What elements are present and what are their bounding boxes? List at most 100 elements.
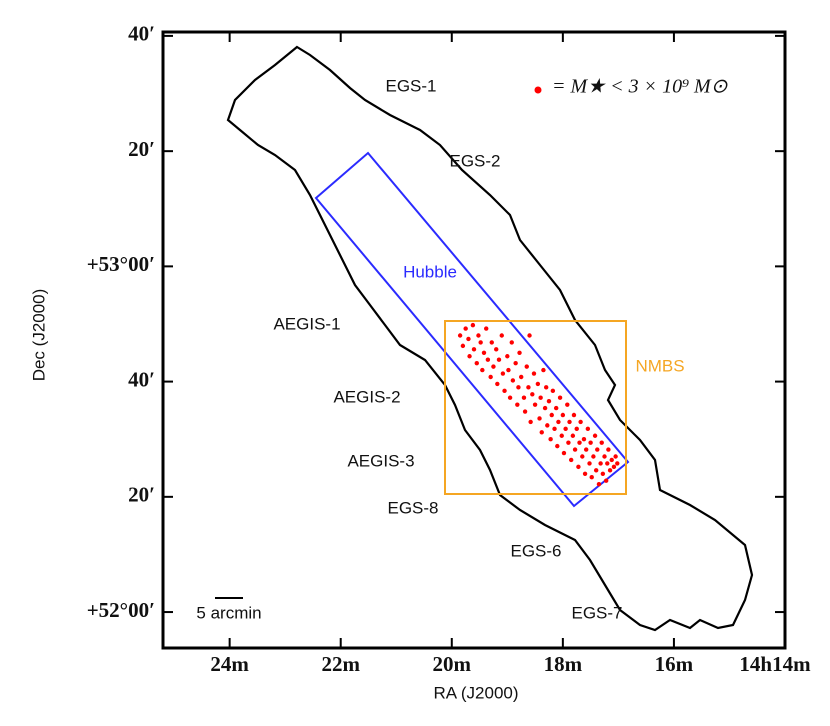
data-point [613, 454, 618, 459]
data-point [580, 454, 585, 459]
data-point [568, 457, 574, 463]
data-point [527, 333, 532, 338]
plot-frame [161, 30, 787, 650]
data-point [602, 454, 607, 459]
x-tick-label: 18m [544, 652, 583, 676]
data-point [600, 471, 606, 476]
data-point [515, 402, 520, 407]
data-point [552, 426, 557, 432]
data-point [559, 433, 564, 438]
x-tick-label: 14h14m [739, 652, 811, 676]
data-point [545, 423, 550, 428]
data-point [603, 478, 609, 483]
data-point [510, 378, 516, 383]
x-tick-label: 16m [655, 652, 694, 676]
data-point [506, 367, 511, 373]
data-point [556, 419, 561, 425]
data-point [522, 409, 528, 414]
data-point [606, 447, 611, 452]
field-label: EGS-2 [449, 151, 500, 170]
data-point [507, 395, 513, 400]
data-point [567, 419, 572, 425]
data-point [549, 412, 554, 418]
data-point [574, 426, 579, 432]
y-tick-label: 40′ [128, 22, 155, 46]
data-point [471, 347, 477, 352]
data-point [576, 464, 581, 470]
data-point [607, 468, 613, 473]
egs-outline [226, 45, 754, 632]
data-point [488, 374, 493, 380]
field-label: AEGIS-3 [347, 451, 414, 470]
data-point [466, 336, 471, 342]
data-point [596, 481, 602, 487]
data-point [524, 364, 529, 369]
data-point [591, 454, 596, 459]
field-label: Hubble [403, 262, 457, 281]
data-point [537, 416, 542, 421]
data-point [581, 437, 587, 442]
y-tick-label: +52°00′ [87, 598, 155, 622]
data-point [592, 433, 598, 438]
data-point [593, 468, 599, 473]
data-point [509, 340, 514, 345]
x-tick-label: 20m [433, 652, 472, 676]
data-point [598, 461, 603, 466]
data-point [611, 464, 617, 470]
data-point [538, 395, 543, 400]
data-point [561, 450, 567, 456]
data-point [460, 343, 466, 349]
data-point [485, 357, 491, 362]
x-tick-label: 22m [321, 652, 360, 676]
data-point [505, 354, 510, 359]
data-point [563, 426, 568, 432]
data-point [565, 402, 570, 407]
data-point [521, 395, 527, 400]
data-point [585, 426, 591, 432]
data-point [535, 381, 541, 387]
data-point [516, 385, 521, 390]
data-point [500, 371, 506, 376]
data-point [528, 419, 533, 425]
data-point [566, 440, 571, 445]
field-label: NMBS [635, 356, 684, 375]
data-point [583, 447, 589, 452]
x-tick-label: 24m [210, 652, 249, 676]
field-label: EGS-8 [387, 498, 438, 517]
data-point [494, 347, 499, 352]
data-point [539, 430, 544, 435]
data-point [480, 367, 485, 373]
field-label: EGS-7 [571, 603, 622, 622]
data-point [599, 440, 604, 445]
data-point [476, 333, 481, 338]
data-point [560, 412, 566, 418]
data-point [496, 357, 502, 362]
data-point [499, 333, 504, 338]
data-point [489, 340, 494, 345]
hubble-footprint [314, 151, 630, 508]
data-point [572, 447, 578, 452]
legend-label: = M★ < 3 × 10⁹ M⊙ [552, 76, 728, 98]
data-point [578, 419, 583, 425]
y-axis-label: Dec (J2000) [29, 289, 48, 382]
field-label: EGS-1 [385, 76, 436, 95]
y-tick-label: 20′ [128, 483, 155, 507]
legend-marker [534, 86, 542, 94]
data-point [495, 381, 500, 387]
data-point [588, 440, 593, 445]
data-point [542, 405, 548, 411]
data-point [541, 367, 546, 373]
data-point [519, 374, 524, 380]
data-point [457, 333, 463, 338]
data-point [543, 385, 549, 390]
y-tick-label: 40′ [128, 367, 155, 391]
data-point [582, 471, 588, 476]
data-point [463, 326, 468, 331]
data-point [513, 360, 518, 366]
data-point [553, 405, 559, 411]
data-point [502, 388, 507, 394]
data-point [615, 461, 620, 466]
data-point [531, 371, 537, 376]
data-point [478, 340, 483, 345]
